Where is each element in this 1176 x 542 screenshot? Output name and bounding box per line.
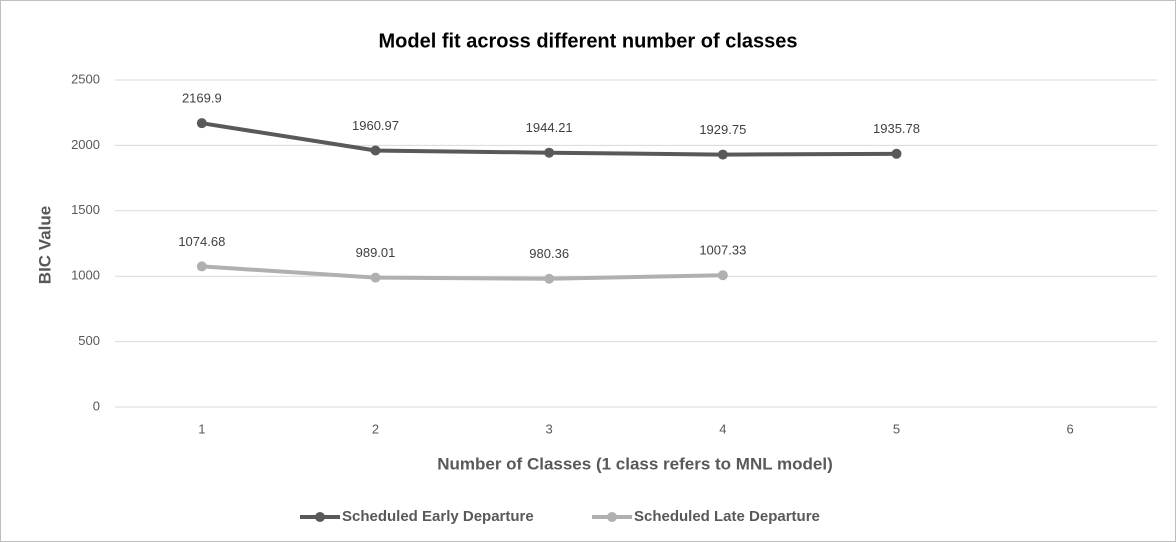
x-tick-label: 4	[719, 421, 726, 436]
y-tick-label: 1500	[71, 202, 100, 217]
y-tick-label: 2000	[71, 137, 100, 152]
y-tick-label: 1000	[71, 268, 100, 283]
data-point	[891, 148, 902, 159]
data-label: 1074.68	[178, 234, 225, 249]
legend-label: Scheduled Late Departure	[634, 508, 820, 525]
y-tick-label: 500	[78, 333, 100, 348]
data-point	[544, 147, 555, 158]
data-label: 1929.75	[699, 122, 746, 137]
data-point	[370, 272, 381, 283]
legend-label: Scheduled Early Departure	[342, 508, 534, 525]
legend-marker	[315, 512, 325, 522]
series-line	[201, 264, 723, 281]
x-tick-label: 1	[198, 421, 205, 436]
data-label: 1007.33	[699, 243, 746, 258]
x-tick-label: 6	[1067, 421, 1074, 436]
data-point	[717, 270, 728, 281]
chart-title: Model fit across different number of cla…	[379, 30, 798, 52]
y-tick-label: 2500	[71, 71, 100, 86]
x-tick-label: 2	[372, 421, 379, 436]
y-tick-label: 0	[93, 398, 100, 413]
data-point	[544, 273, 555, 284]
data-label: 1935.78	[873, 121, 920, 136]
data-point	[370, 145, 381, 156]
data-point	[717, 149, 728, 160]
y-axis-title: BIC Value	[35, 206, 54, 284]
x-tick-label: 5	[893, 421, 900, 436]
data-point	[196, 118, 207, 129]
legend-marker	[607, 512, 617, 522]
data-label: 1960.97	[352, 118, 399, 133]
x-tick-label: 3	[546, 421, 553, 436]
x-axis-title: Number of Classes (1 class refers to MNL…	[437, 454, 833, 473]
data-point	[196, 261, 207, 272]
data-label: 1944.21	[526, 120, 573, 135]
data-label: 980.36	[529, 246, 569, 261]
data-label: 2169.9	[182, 91, 222, 106]
data-label: 989.01	[356, 245, 396, 260]
